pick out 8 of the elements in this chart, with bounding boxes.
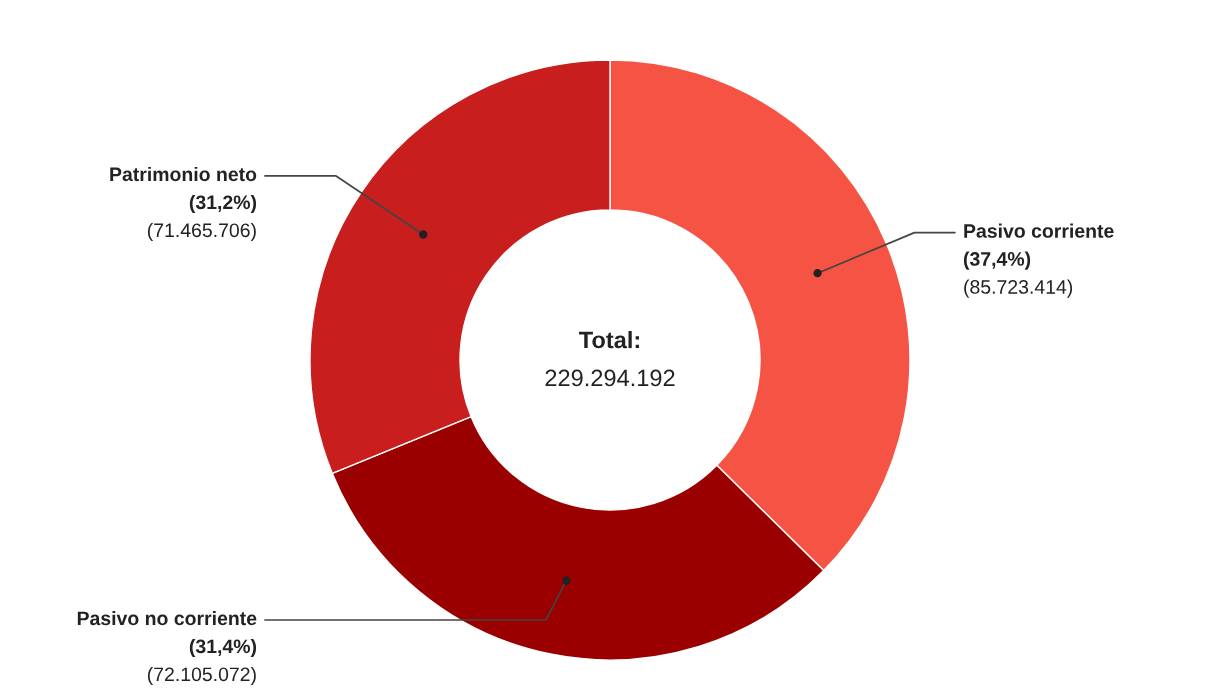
data-label: (31,4%) (72.105.072) <box>147 638 257 686</box>
data-label: (31,2%) (71.465.706) <box>147 194 257 242</box>
slice-label: Patrimonio neto <box>110 166 257 182</box>
text: Total: <box>579 330 639 349</box>
slice-label: Pasivo corriente <box>964 223 1114 238</box>
text: 229.294.192 <box>545 369 675 387</box>
slice-label: Pasivo no corriente <box>77 610 257 626</box>
data-label: (37,4%) (85.723.414) <box>963 251 1073 298</box>
